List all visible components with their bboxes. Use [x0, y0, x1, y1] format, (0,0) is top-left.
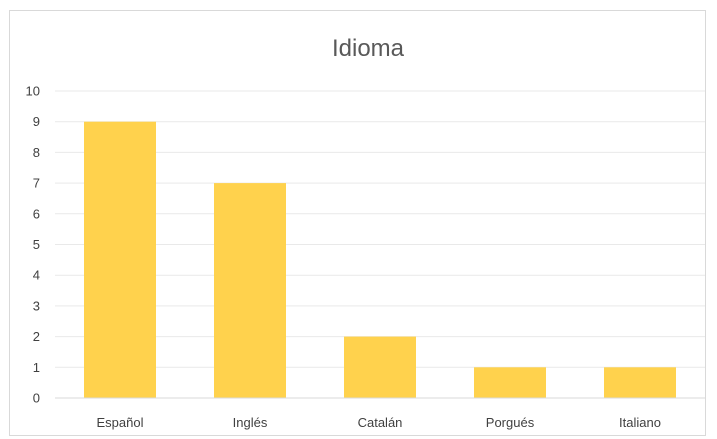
bar-1: [214, 183, 286, 398]
bar-2: [344, 336, 416, 398]
y-tick-label: 0: [33, 391, 40, 406]
y-tick-label: 8: [33, 145, 40, 160]
y-tick-label: 2: [33, 329, 40, 344]
x-category-label: Español: [97, 415, 144, 430]
x-category-label: Italiano: [619, 415, 661, 430]
y-tick-label: 1: [33, 360, 40, 375]
y-tick-label: 9: [33, 114, 40, 129]
bar-3: [474, 367, 546, 398]
gridlines: [55, 90, 705, 368]
x-axis-labels: Español Inglés Catalán Porgués Italiano: [97, 415, 661, 430]
x-category-label: Porgués: [486, 415, 535, 430]
bars: [84, 121, 676, 398]
bar-0: [84, 121, 156, 398]
y-axis-ticks: 0 1 2 3 4 5 6 7 8 9 10: [26, 84, 40, 406]
y-tick-label: 10: [26, 84, 40, 99]
y-tick-label: 4: [33, 268, 40, 283]
bar-4: [604, 367, 676, 398]
chart-title: Idioma: [332, 35, 405, 62]
y-tick-label: 6: [33, 206, 40, 221]
y-tick-label: 3: [33, 298, 40, 313]
x-category-label: Inglés: [233, 415, 268, 430]
y-tick-label: 5: [33, 237, 40, 252]
y-tick-label: 7: [33, 176, 40, 191]
x-category-label: Catalán: [358, 415, 403, 430]
